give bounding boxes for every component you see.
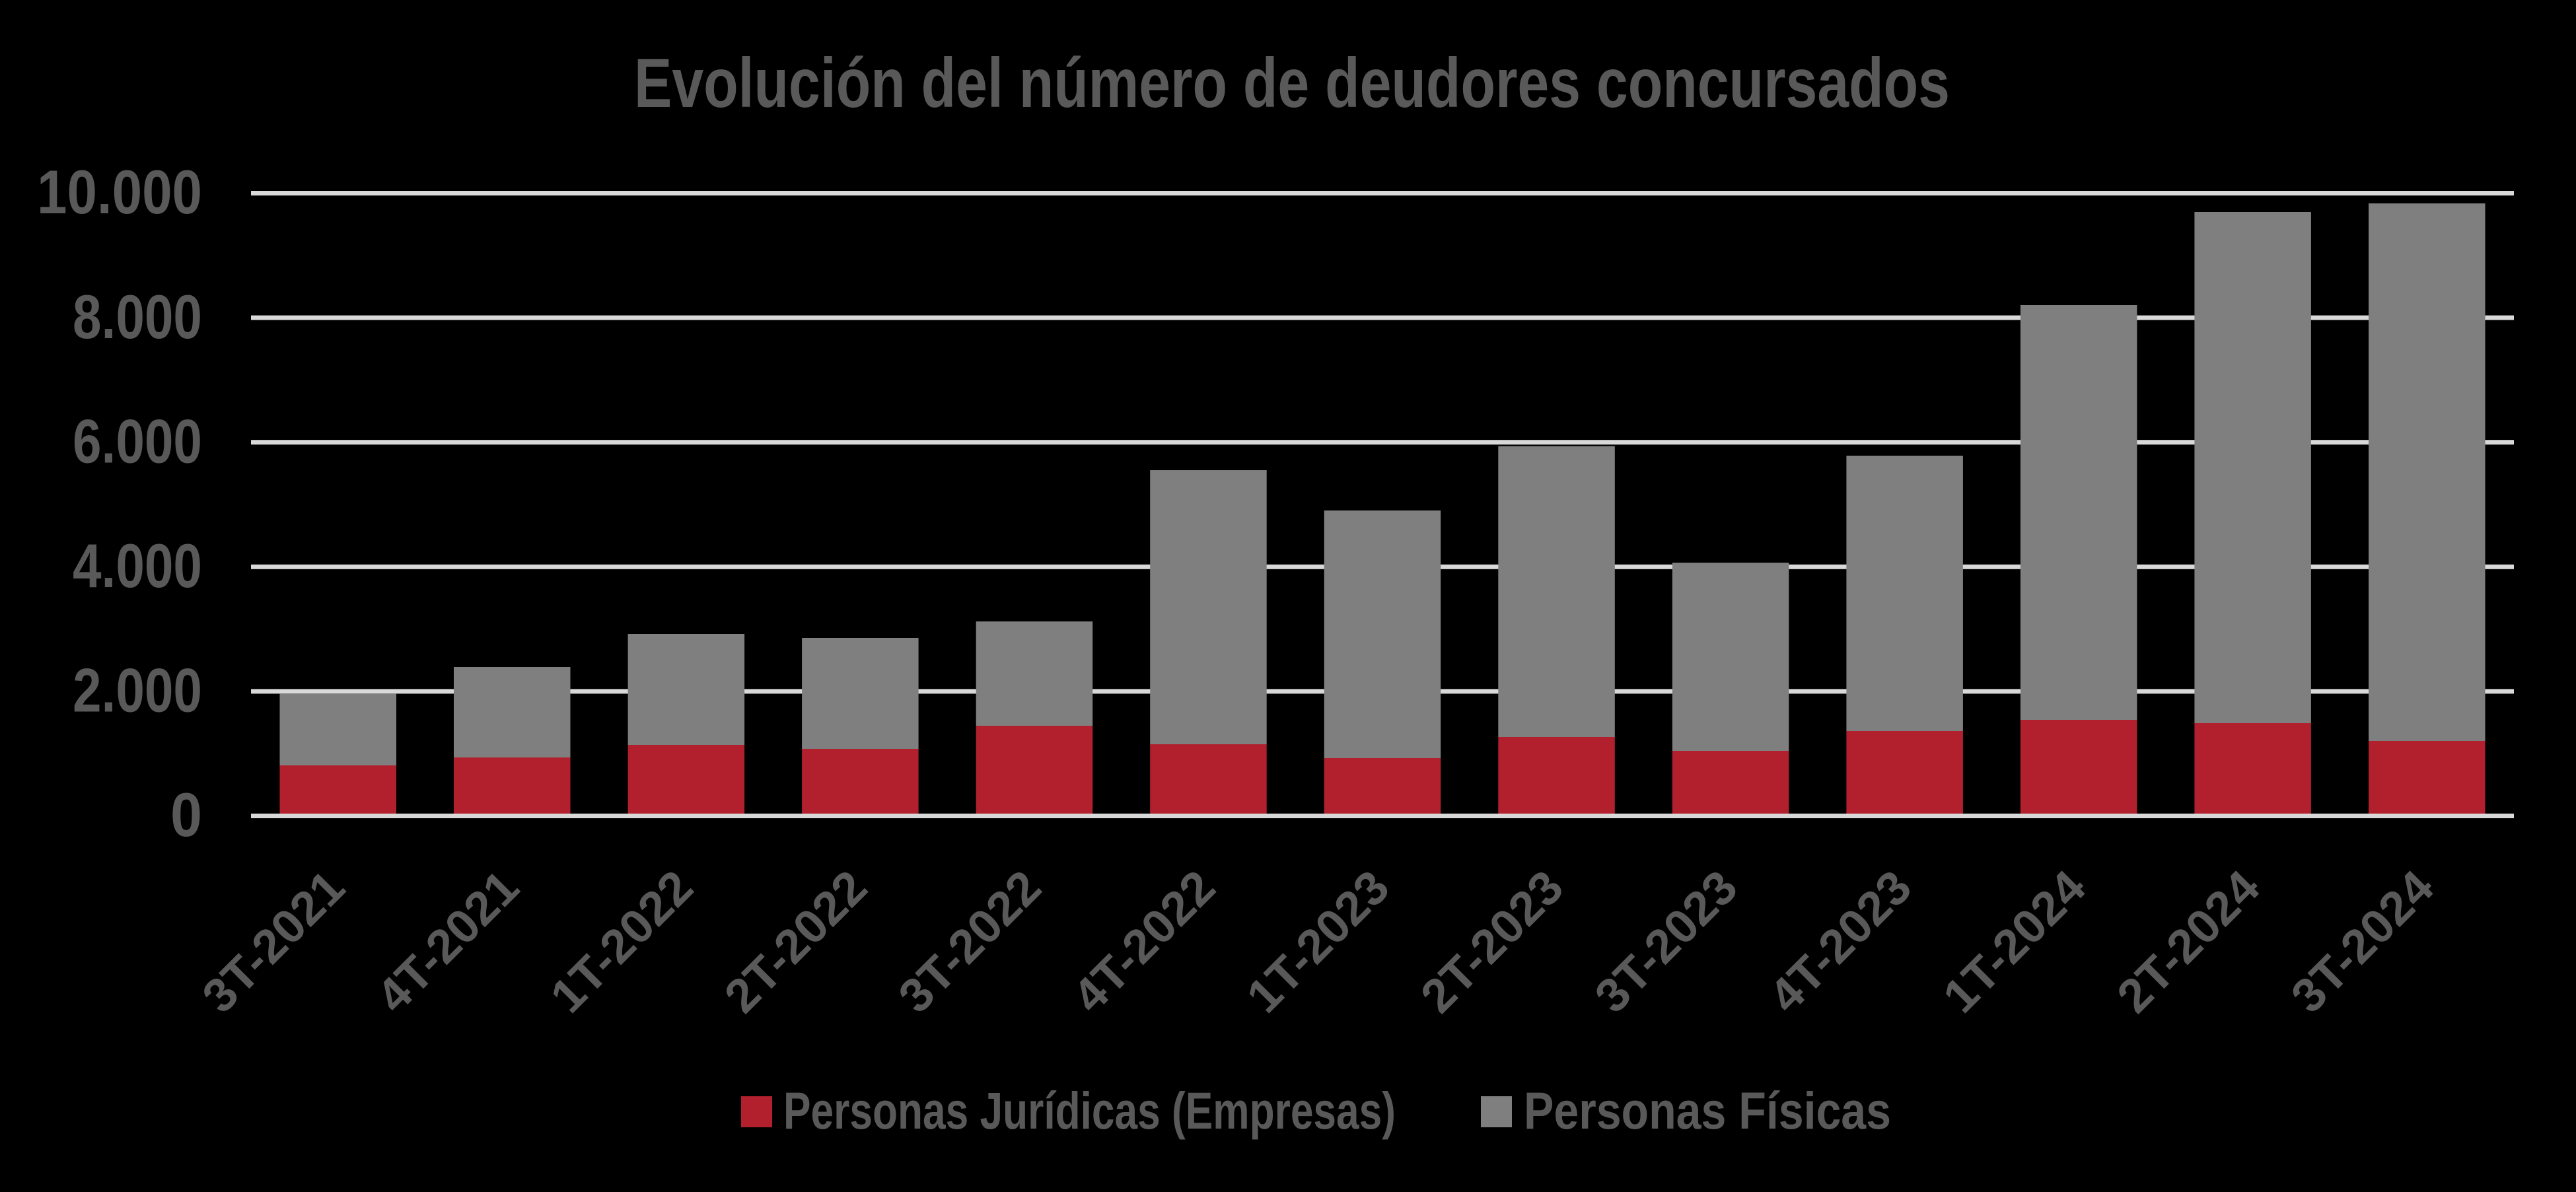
- svg-text:10.000: 10.000: [37, 157, 202, 227]
- svg-text:Evolución del número de deudor: Evolución del número de deudores concurs…: [634, 44, 1950, 122]
- svg-text:6.000: 6.000: [73, 406, 202, 475]
- svg-text:8.000: 8.000: [73, 282, 202, 351]
- svg-text:4.000: 4.000: [73, 531, 202, 600]
- svg-text:Personas Físicas: Personas Físicas: [1524, 1081, 1891, 1140]
- svg-text:2.000: 2.000: [73, 656, 202, 725]
- svg-text:0: 0: [170, 780, 202, 849]
- svg-text:Personas Jurídicas (Empresas): Personas Jurídicas (Empresas): [783, 1081, 1396, 1140]
